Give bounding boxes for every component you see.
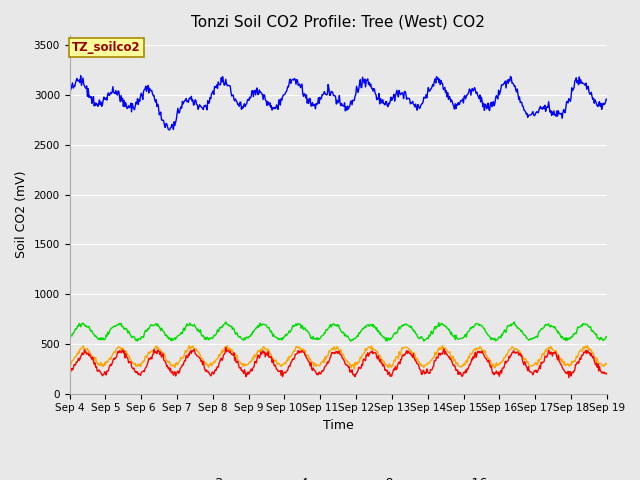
- -16cm: [420, 95, 428, 100]
- -4cm: [351, 366, 358, 372]
- -4cm: [214, 356, 221, 362]
- -8cm: [66, 334, 74, 339]
- -2cm: [66, 369, 74, 375]
- -4cm: [438, 342, 446, 348]
- -2cm: [76, 358, 83, 363]
- Line: -4cm: -4cm: [70, 345, 607, 369]
- -16cm: [131, 103, 139, 109]
- Legend: -2cm, -4cm, -8cm, -16cm: -2cm, -4cm, -8cm, -16cm: [165, 471, 511, 480]
- Line: -8cm: -8cm: [70, 322, 607, 341]
- -2cm: [214, 364, 221, 370]
- -4cm: [603, 360, 611, 366]
- -16cm: [76, 77, 83, 83]
- -4cm: [420, 365, 428, 371]
- -2cm: [131, 367, 138, 373]
- -8cm: [420, 338, 428, 344]
- -4cm: [76, 350, 83, 356]
- -16cm: [187, 96, 195, 102]
- -4cm: [185, 343, 193, 348]
- -8cm: [131, 335, 138, 340]
- Text: TZ_soilco2: TZ_soilco2: [72, 41, 141, 54]
- -4cm: [66, 361, 74, 367]
- -8cm: [185, 322, 193, 328]
- -8cm: [347, 338, 355, 344]
- -8cm: [76, 321, 83, 326]
- -16cm: [165, 127, 173, 133]
- -16cm: [405, 96, 413, 101]
- -8cm: [603, 334, 611, 339]
- -4cm: [404, 345, 412, 351]
- -2cm: [185, 353, 193, 359]
- -2cm: [565, 375, 573, 381]
- -8cm: [214, 327, 221, 333]
- -2cm: [420, 368, 428, 373]
- -2cm: [603, 370, 611, 376]
- Title: Tonzi Soil CO2 Profile: Tree (West) CO2: Tonzi Soil CO2 Profile: Tree (West) CO2: [191, 15, 485, 30]
- -4cm: [131, 362, 138, 368]
- -16cm: [66, 93, 74, 99]
- -16cm: [603, 96, 611, 102]
- -8cm: [511, 319, 518, 325]
- Y-axis label: Soil CO2 (mV): Soil CO2 (mV): [15, 171, 28, 258]
- -2cm: [404, 348, 412, 354]
- Line: -16cm: -16cm: [70, 76, 607, 130]
- -16cm: [215, 82, 223, 87]
- Line: -2cm: -2cm: [70, 348, 607, 378]
- -16cm: [77, 73, 84, 79]
- -2cm: [222, 345, 230, 350]
- -8cm: [404, 323, 412, 328]
- X-axis label: Time: Time: [323, 419, 354, 432]
